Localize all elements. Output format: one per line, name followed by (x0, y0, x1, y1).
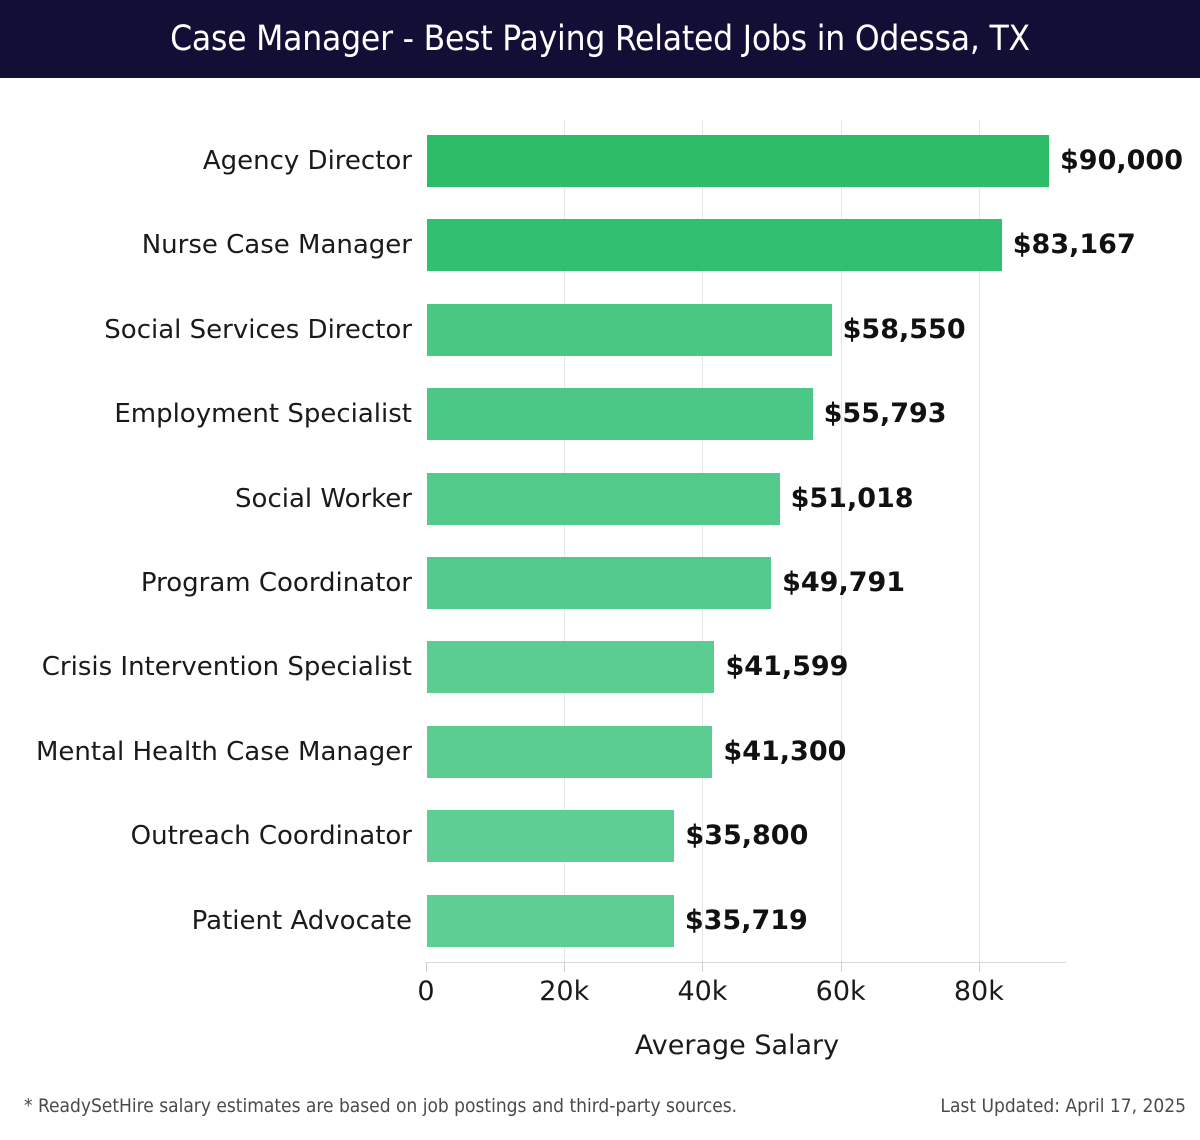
bar[interactable] (427, 894, 674, 947)
x-axis-tick (426, 962, 427, 972)
bar-value-label: $35,800 (685, 820, 809, 852)
header-bar (0, 0, 1200, 78)
x-axis-tick (702, 962, 704, 972)
bar-category-label: Nurse Case Manager (141, 230, 412, 261)
x-axis-tick-label: 20k (539, 976, 590, 1007)
x-axis-tick (978, 962, 980, 972)
bar[interactable] (427, 388, 813, 441)
bar-category-label: Employment Specialist (114, 399, 412, 430)
bar-value-label: $51,018 (790, 482, 914, 514)
x-axis-line (426, 962, 1066, 963)
gridline (564, 120, 566, 962)
bar-category-label: Social Worker (235, 483, 412, 514)
bar-row[interactable]: Crisis Intervention Specialist $41,599 (0, 641, 1200, 694)
bar-row[interactable]: Outreach Coordinator $35,800 (0, 810, 1200, 863)
x-axis-tick-label: 0 (417, 976, 435, 1007)
bar-row[interactable]: Nurse Case Manager $83,167 (0, 219, 1200, 272)
footer-disclaimer: * ReadySetHire salary estimates are base… (24, 1095, 738, 1117)
bar-value-label: $41,599 (725, 651, 849, 683)
bar-value-label: $35,719 (684, 904, 808, 936)
bar-value-label: $83,167 (1012, 229, 1136, 261)
bar-value-label: $90,000 (1060, 145, 1183, 176)
gridline (978, 120, 980, 962)
bar-row[interactable]: Program Coordinator $49,791 (0, 557, 1200, 609)
bar[interactable] (427, 472, 780, 525)
bar-row[interactable]: Social Services Director $58,550 (0, 303, 1200, 356)
page-title: Case Manager - Best Paying Related Jobs … (170, 19, 1030, 59)
bar-row[interactable]: Mental Health Case Manager $41,300 (0, 725, 1200, 778)
x-axis-tick-label: 60k (815, 976, 866, 1007)
bar[interactable] (427, 135, 1049, 187)
x-axis-tick (564, 962, 566, 972)
bar-category-label: Patient Advocate (191, 905, 412, 936)
bar-category-label: Social Services Director (104, 314, 412, 345)
bar[interactable] (427, 810, 675, 863)
x-axis-title: Average Salary (634, 1030, 840, 1061)
plot-area (426, 120, 1048, 962)
bar-category-label: Crisis Intervention Specialist (41, 652, 412, 683)
bar-value-label: $41,300 (723, 735, 847, 767)
bar-category-label: Mental Health Case Manager (35, 736, 412, 767)
bar[interactable] (427, 303, 832, 356)
bar[interactable] (427, 557, 772, 609)
bar-category-label: Program Coordinator (140, 568, 412, 598)
footer-last-updated: Last Updated: April 17, 2025 (940, 1095, 1186, 1117)
bar-category-label: Agency Director (202, 146, 412, 176)
bar-row[interactable]: Social Worker $51,018 (0, 472, 1200, 525)
gridline (702, 120, 704, 962)
bar-value-label: $49,791 (782, 567, 906, 598)
bar-value-label: $58,550 (842, 313, 966, 345)
gridline (840, 120, 842, 962)
bar-value-label: $55,793 (823, 398, 947, 430)
bar-row[interactable]: Agency Director $90,000 (0, 135, 1200, 187)
bar-row[interactable]: Patient Advocate $35,719 (0, 894, 1200, 947)
bar[interactable] (427, 725, 713, 778)
bar[interactable] (427, 641, 715, 694)
bar[interactable] (427, 219, 1002, 272)
bar-category-label: Outreach Coordinator (130, 821, 412, 852)
x-axis-tick-label: 40k (677, 976, 728, 1007)
x-axis-tick-label: 80k (953, 976, 1004, 1007)
x-axis-tick (840, 962, 842, 972)
bar-row[interactable]: Employment Specialist $55,793 (0, 388, 1200, 441)
